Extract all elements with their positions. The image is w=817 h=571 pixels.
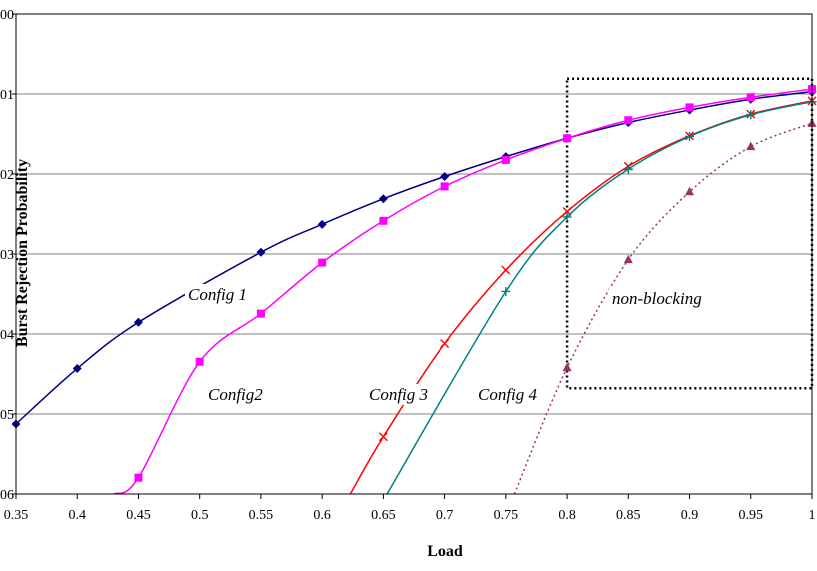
x-axis-title: Load: [427, 543, 463, 560]
series-non-blocking: [513, 118, 817, 495]
series-label-background: [205, 384, 267, 405]
x-tick-label: 0.5: [191, 508, 209, 523]
series-line: [386, 101, 813, 495]
y-tick-label: 1.E-04: [0, 328, 14, 343]
series-group: [11, 85, 817, 495]
x-tick-label: 0.45: [126, 508, 151, 523]
series-config-3: [349, 96, 817, 495]
series-line: [15, 90, 813, 425]
highlight-box-group: [565, 77, 814, 390]
y-tick-label: 1.E-01: [0, 88, 14, 103]
x-tick-label: 0.8: [558, 508, 576, 523]
data-point: [256, 309, 265, 318]
series-label-config-1: Config 1: [188, 285, 247, 304]
series-line: [349, 100, 813, 495]
x-tick-label: 0.85: [616, 508, 641, 523]
data-point: [134, 473, 143, 482]
x-tick-label: 0.65: [371, 508, 396, 523]
data-point: [624, 116, 633, 125]
data-point: [378, 432, 388, 442]
y-tick-label: 1.E-05: [0, 408, 14, 423]
data-point: [440, 172, 450, 182]
data-point: [623, 254, 633, 264]
x-tick-label: 0.55: [249, 508, 274, 523]
data-point: [378, 194, 388, 204]
data-point: [501, 286, 511, 296]
data-point: [440, 339, 450, 349]
data-point: [623, 164, 633, 174]
series-label-config-3: Config 3: [369, 385, 428, 404]
data-point: [746, 110, 756, 120]
data-point: [501, 265, 511, 275]
x-tick-label: 0.75: [494, 508, 519, 523]
series-line: [113, 88, 813, 495]
x-axis: 0.35 0.4 0.45 0.5 0.55 0.6 0.65 0.7 0.75 0.8 0.85 0…: [4, 494, 816, 523]
series-label-config-4: Config 4: [478, 385, 538, 404]
data-point: [318, 258, 327, 267]
x-tick-label: 0.4: [68, 508, 86, 523]
y-tick-label: 1.E-03: [0, 248, 14, 263]
x-tick-label: 0.7: [436, 508, 454, 523]
data-point: [440, 182, 449, 191]
data-point: [256, 247, 266, 257]
x-tick-label: 0.9: [681, 508, 699, 523]
y-axis: 1.E-06 1.E-05 1.E-04 1.E-03 1.E-02 1.E-01 1.E+…: [0, 8, 16, 503]
series-label-config2: Config2: [208, 385, 263, 404]
grid: [16, 93, 812, 415]
series-line: [513, 122, 813, 495]
series-label-background: [475, 384, 541, 405]
series-config-4: [386, 97, 817, 495]
series-label-background: [609, 288, 705, 309]
data-point: [501, 155, 510, 164]
data-point: [379, 216, 388, 225]
series-label-background: [366, 384, 432, 405]
data-point: [195, 357, 204, 366]
data-point: [685, 103, 694, 112]
data-point: [746, 141, 756, 151]
series-label-backgrounds: [185, 284, 705, 405]
series-labels: Config 1 Config2 Config 3 Config 4 non-b…: [188, 285, 702, 404]
y-tick-label: 1.E-02: [0, 168, 14, 183]
data-point: [133, 317, 143, 327]
x-tick-label: 0.6: [313, 508, 331, 523]
x-tick-label: 0.35: [4, 508, 29, 523]
data-point: [685, 186, 695, 196]
data-point: [563, 134, 572, 143]
data-point: [317, 219, 327, 229]
series-label-background: [185, 284, 251, 305]
data-point: [746, 93, 755, 102]
y-axis-title: Burst Rejection Probability: [14, 159, 31, 347]
data-point: [72, 364, 82, 374]
series-config-1: [11, 87, 817, 429]
y-tick-label: 1.E+00: [0, 8, 14, 23]
x-tick-label: 0.95: [739, 508, 764, 523]
data-point: [685, 131, 695, 141]
x-tick-label: 1: [809, 508, 816, 523]
data-point: [562, 212, 572, 222]
data-point: [562, 362, 572, 372]
series-label-non-blocking: non-blocking: [612, 289, 702, 308]
series-config2: [113, 85, 816, 495]
highlight-box: [565, 77, 814, 390]
y-tick-label: 1.E-06: [0, 488, 14, 503]
